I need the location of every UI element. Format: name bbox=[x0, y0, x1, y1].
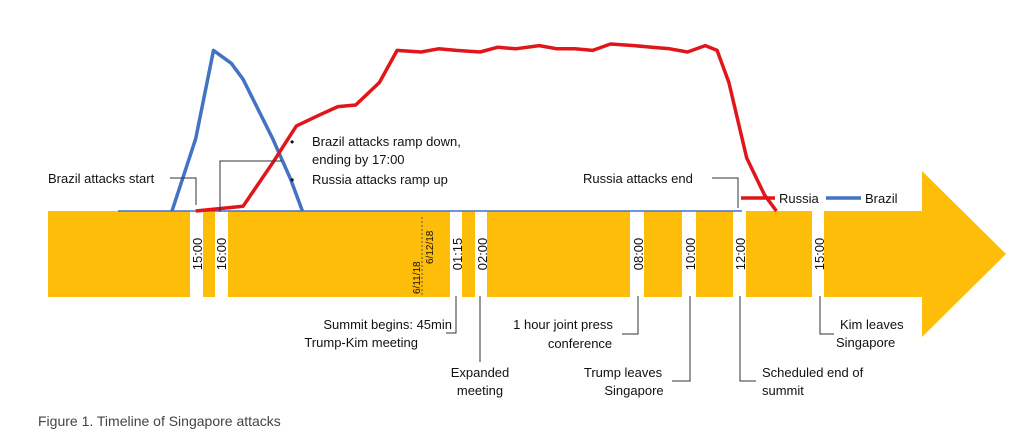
annotation-ramp-line-2: ending by 17:00 bbox=[312, 152, 405, 167]
annotation-trump-line-1: Trump leaves bbox=[584, 365, 663, 380]
bullet-icon: • bbox=[290, 135, 294, 149]
annotation-press-line-1: 1 hour joint press bbox=[513, 317, 613, 332]
timeline-arrowhead bbox=[922, 171, 1006, 337]
timeline-segment bbox=[48, 211, 190, 297]
legend: Russia Brazil bbox=[741, 191, 898, 206]
lower-annotations: Summit begins: 45min Trump-Kim meeting E… bbox=[304, 296, 904, 398]
timeline-arrow bbox=[48, 171, 1006, 337]
legend-label-brazil: Brazil bbox=[865, 191, 898, 206]
leader-press bbox=[622, 296, 639, 335]
tick-label: 16:00 bbox=[214, 238, 229, 271]
annotation-trump-line-2: Singapore bbox=[604, 383, 663, 398]
bullet-icon: • bbox=[290, 173, 294, 187]
legend-label-russia: Russia bbox=[779, 191, 820, 206]
timeline-segment bbox=[644, 211, 682, 297]
leader-brazil-start bbox=[170, 177, 197, 205]
annotation-kim-line-2: Singapore bbox=[836, 335, 895, 350]
annotation-kim-line-1: Kim leaves bbox=[840, 317, 904, 332]
leader-ramp bbox=[219, 160, 282, 212]
leader-russia-end bbox=[712, 177, 739, 208]
timeline-segment bbox=[462, 211, 475, 297]
series-line-russia bbox=[195, 42, 778, 213]
timeline-segment bbox=[746, 211, 812, 297]
annotation-expanded-line-2: meeting bbox=[457, 383, 503, 398]
tick-label: 15:00 bbox=[190, 238, 205, 271]
series-line-brazil bbox=[170, 48, 305, 212]
tick-label: 08:00 bbox=[631, 238, 646, 271]
annotation-summit-line-2: Trump-Kim meeting bbox=[304, 335, 418, 350]
annotation-brazil-start: Brazil attacks start bbox=[48, 171, 155, 186]
annotation-ramp-line-1: Brazil attacks ramp down, bbox=[312, 134, 461, 149]
date-marker-end: 6/12/18 bbox=[425, 230, 436, 264]
tick-label: 12:00 bbox=[733, 238, 748, 271]
annotation-ramp-line-3: Russia attacks ramp up bbox=[312, 172, 448, 187]
tick-label: 01:15 bbox=[450, 238, 465, 271]
leader-kim bbox=[819, 296, 834, 335]
date-marker-start: 6/11/18 bbox=[412, 261, 423, 294]
annotation-russia-end: Russia attacks end bbox=[583, 171, 693, 186]
timeline-segment bbox=[203, 211, 215, 297]
annotation-expanded-line-1: Expanded bbox=[451, 365, 510, 380]
figure-caption: Figure 1. Timeline of Singapore attacks bbox=[38, 413, 281, 429]
upper-annotations: Brazil attacks start • Brazil attacks ra… bbox=[48, 134, 739, 212]
timeline-segment bbox=[228, 211, 450, 297]
leader-scheduled bbox=[739, 296, 756, 382]
leader-summit bbox=[446, 296, 457, 334]
tick-label: 15:00 bbox=[812, 238, 827, 271]
annotation-press-line-2: conference bbox=[548, 336, 612, 351]
timeline-segment bbox=[487, 211, 630, 297]
leader-trump bbox=[672, 296, 691, 382]
tick-labels: 15:00 16:00 01:15 02:00 08:00 10:00 12:00 15:00 bbox=[190, 238, 827, 271]
tick-label: 02:00 bbox=[475, 238, 490, 271]
timeline-segment bbox=[824, 211, 922, 297]
annotation-summit-line-1: Summit begins: 45min bbox=[323, 317, 452, 332]
timeline-segment bbox=[696, 211, 733, 297]
annotation-scheduled-line-2: summit bbox=[762, 383, 804, 398]
annotation-scheduled-line-1: Scheduled end of bbox=[762, 365, 864, 380]
tick-label: 10:00 bbox=[683, 238, 698, 271]
